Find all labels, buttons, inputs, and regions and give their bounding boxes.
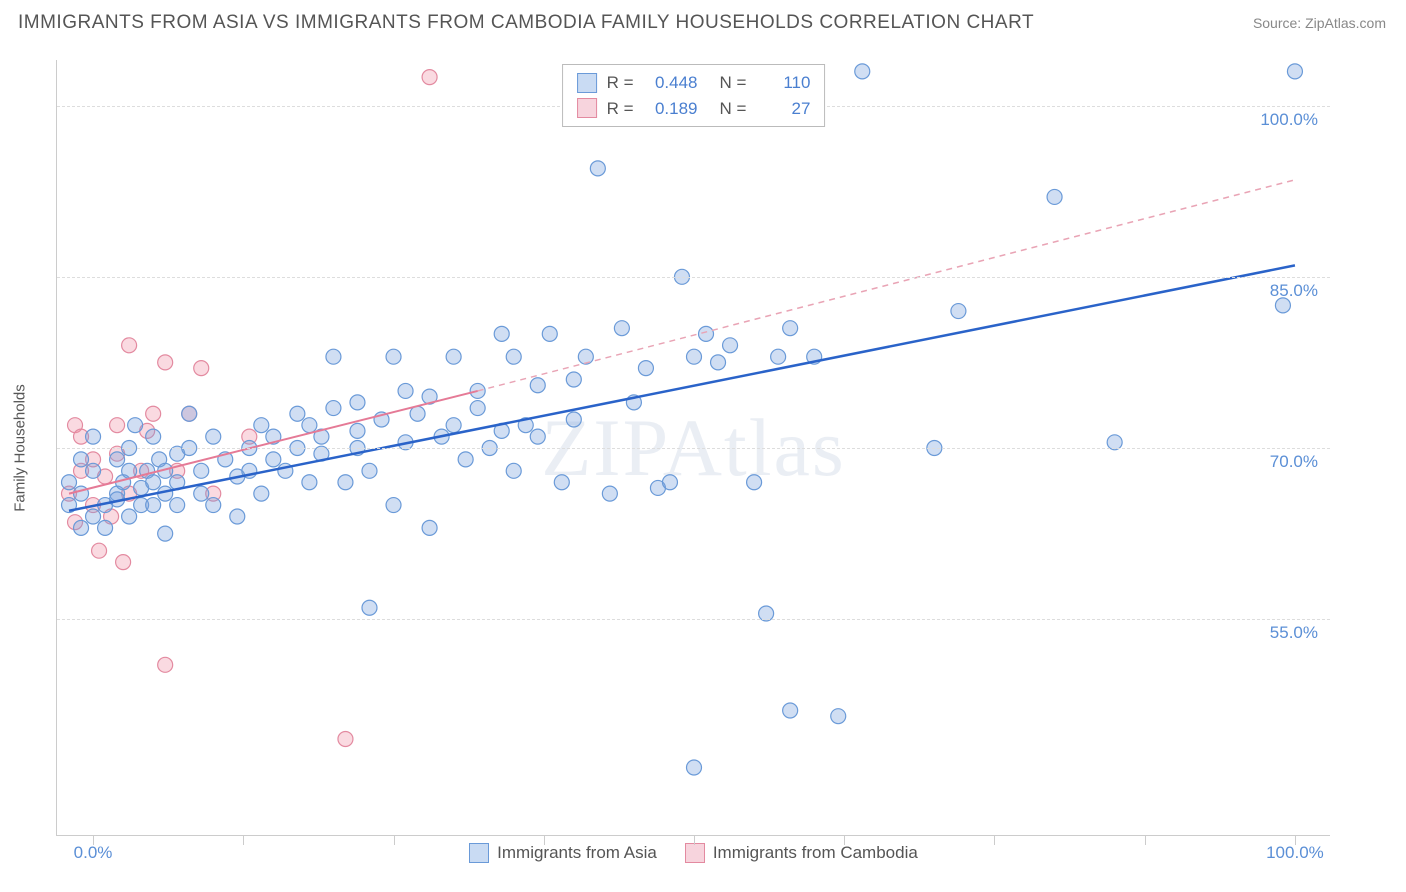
plot-area: ZIPAtlas R = 0.448 N = 110 R = 0.189 N =… [56,60,1330,836]
x-tick-label-right: 100.0% [1266,843,1324,863]
swatch-cambodia [577,98,597,118]
y-tick-label: 70.0% [1270,452,1318,472]
chart-container: Family Households ZIPAtlas R = 0.448 N =… [48,60,1388,836]
grid-line [57,448,1330,449]
legend-item-cambodia: Immigrants from Cambodia [685,843,918,863]
series-name-asia: Immigrants from Asia [497,843,657,863]
grid-line [57,277,1330,278]
x-tick-label-left: 0.0% [74,843,113,863]
y-tick-label: 55.0% [1270,623,1318,643]
r-label: R = [607,70,634,96]
series-legend: Immigrants from Asia Immigrants from Cam… [57,843,1330,863]
chart-header: IMMIGRANTS FROM ASIA VS IMMIGRANTS FROM … [0,0,1406,36]
legend-item-asia: Immigrants from Asia [469,843,657,863]
r-value-asia: 0.448 [648,70,698,96]
swatch-asia [577,73,597,93]
x-tick [243,835,244,845]
n-value-cambodia: 27 [760,96,810,122]
n-value-asia: 110 [760,70,810,96]
x-tick [844,835,845,845]
correlation-legend: R = 0.448 N = 110 R = 0.189 N = 27 [562,64,826,127]
y-axis-label: Family Households [12,384,29,512]
y-tick-label: 100.0% [1260,110,1318,130]
grid-line [57,619,1330,620]
series-name-cambodia: Immigrants from Cambodia [713,843,918,863]
x-tick [994,835,995,845]
r-value-cambodia: 0.189 [648,96,698,122]
x-tick [544,835,545,845]
n-label: N = [720,70,747,96]
chart-source: Source: ZipAtlas.com [1253,15,1386,31]
chart-title: IMMIGRANTS FROM ASIA VS IMMIGRANTS FROM … [18,12,1034,34]
x-tick [394,835,395,845]
y-tick-label: 85.0% [1270,281,1318,301]
n-label: N = [720,96,747,122]
r-label: R = [607,96,634,122]
swatch-asia-bottom [469,843,489,863]
x-tick [1145,835,1146,845]
legend-row-cambodia: R = 0.189 N = 27 [577,96,811,122]
legend-row-asia: R = 0.448 N = 110 [577,70,811,96]
swatch-cambodia-bottom [685,843,705,863]
x-tick [694,835,695,845]
